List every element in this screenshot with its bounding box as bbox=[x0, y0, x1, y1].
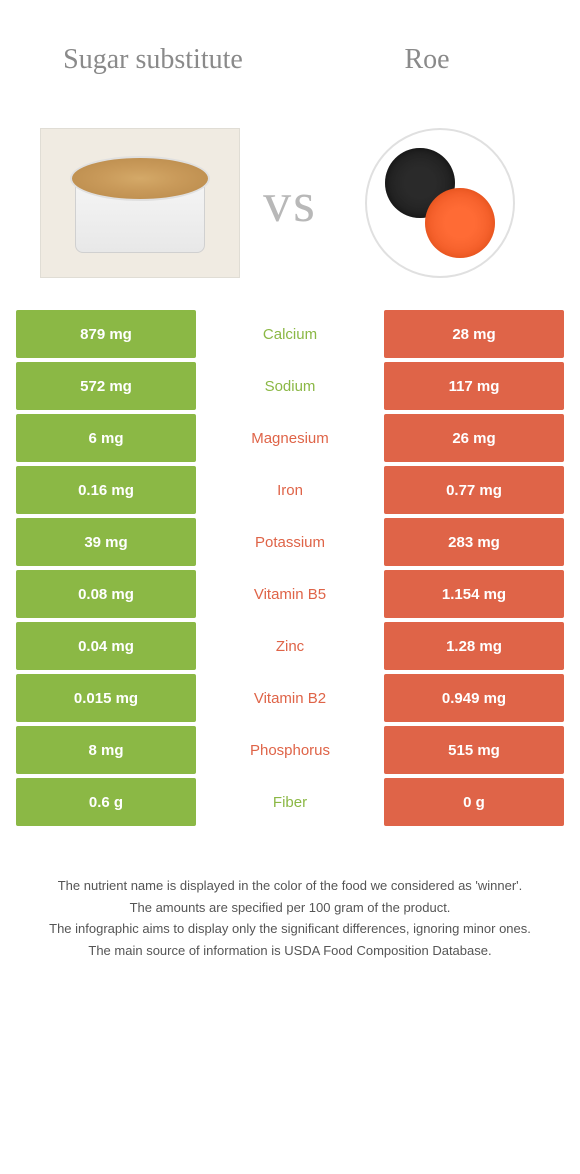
right-value: 515 mg bbox=[384, 726, 564, 774]
nutrient-name: Zinc bbox=[200, 622, 380, 670]
footer-notes: The nutrient name is displayed in the co… bbox=[16, 876, 564, 960]
nutrient-row: 8 mgPhosphorus515 mg bbox=[16, 726, 564, 774]
nutrient-row: 572 mgSodium117 mg bbox=[16, 362, 564, 410]
left-value: 572 mg bbox=[16, 362, 196, 410]
left-value: 6 mg bbox=[16, 414, 196, 462]
left-value: 8 mg bbox=[16, 726, 196, 774]
nutrient-row: 0.08 mgVitamin B51.154 mg bbox=[16, 570, 564, 618]
nutrient-name: Sodium bbox=[200, 362, 380, 410]
left-value: 0.04 mg bbox=[16, 622, 196, 670]
header: Sugar substitute Roe bbox=[16, 20, 564, 100]
right-value: 0.949 mg bbox=[384, 674, 564, 722]
right-value: 28 mg bbox=[384, 310, 564, 358]
nutrient-row: 6 mgMagnesium26 mg bbox=[16, 414, 564, 462]
comparison-infographic: Sugar substitute Roe vs 879 mgCalcium28 … bbox=[0, 0, 580, 960]
nutrient-name: Potassium bbox=[200, 518, 380, 566]
nutrient-name: Fiber bbox=[200, 778, 380, 826]
right-value: 117 mg bbox=[384, 362, 564, 410]
right-food-title: Roe bbox=[290, 45, 564, 76]
vs-label: vs bbox=[263, 171, 317, 235]
right-value: 26 mg bbox=[384, 414, 564, 462]
right-value: 283 mg bbox=[384, 518, 564, 566]
nutrient-name: Vitamin B2 bbox=[200, 674, 380, 722]
left-value: 0.6 g bbox=[16, 778, 196, 826]
nutrient-name: Magnesium bbox=[200, 414, 380, 462]
images-row: vs bbox=[16, 120, 564, 285]
nutrient-row: 0.015 mgVitamin B20.949 mg bbox=[16, 674, 564, 722]
left-food-title: Sugar substitute bbox=[16, 45, 290, 76]
right-value: 1.28 mg bbox=[384, 622, 564, 670]
nutrient-name: Calcium bbox=[200, 310, 380, 358]
left-value: 39 mg bbox=[16, 518, 196, 566]
right-food-image bbox=[340, 123, 540, 283]
nutrient-table: 879 mgCalcium28 mg572 mgSodium117 mg6 mg… bbox=[16, 310, 564, 826]
left-value: 879 mg bbox=[16, 310, 196, 358]
roe-icon bbox=[365, 128, 515, 278]
right-value: 1.154 mg bbox=[384, 570, 564, 618]
nutrient-name: Iron bbox=[200, 466, 380, 514]
left-value: 0.015 mg bbox=[16, 674, 196, 722]
nutrient-row: 0.04 mgZinc1.28 mg bbox=[16, 622, 564, 670]
nutrient-name: Phosphorus bbox=[200, 726, 380, 774]
right-value: 0.77 mg bbox=[384, 466, 564, 514]
nutrient-row: 39 mgPotassium283 mg bbox=[16, 518, 564, 566]
sugar-substitute-icon bbox=[65, 148, 215, 258]
footer-line: The amounts are specified per 100 gram o… bbox=[36, 898, 544, 918]
footer-line: The main source of information is USDA F… bbox=[36, 941, 544, 961]
nutrient-name: Vitamin B5 bbox=[200, 570, 380, 618]
right-value: 0 g bbox=[384, 778, 564, 826]
left-food-image bbox=[40, 128, 240, 278]
footer-line: The nutrient name is displayed in the co… bbox=[36, 876, 544, 896]
left-value: 0.16 mg bbox=[16, 466, 196, 514]
left-value: 0.08 mg bbox=[16, 570, 196, 618]
footer-line: The infographic aims to display only the… bbox=[36, 919, 544, 939]
nutrient-row: 0.16 mgIron0.77 mg bbox=[16, 466, 564, 514]
nutrient-row: 0.6 gFiber0 g bbox=[16, 778, 564, 826]
nutrient-row: 879 mgCalcium28 mg bbox=[16, 310, 564, 358]
